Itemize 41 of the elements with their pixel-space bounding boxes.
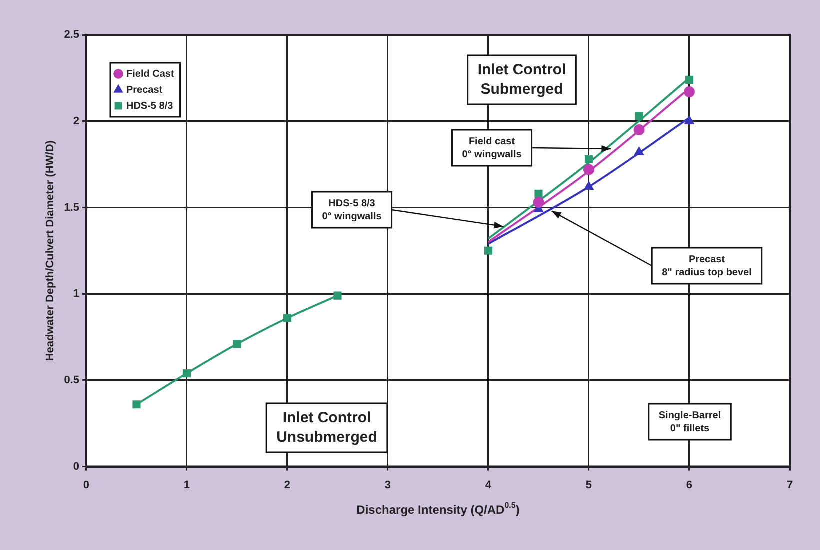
legend-label: Precast [126, 84, 164, 96]
point [334, 292, 342, 300]
point [584, 155, 594, 164]
point [484, 246, 493, 255]
y-tick-label: 1 [73, 288, 80, 300]
x-tick-label: 5 [586, 479, 592, 492]
point [635, 112, 644, 120]
annotation: Precast 8" radius top bevel [662, 254, 752, 278]
y-tick-label: 2.5 [64, 29, 80, 42]
x-tick-label: 2 [284, 479, 291, 492]
x-tick-label: 3 [384, 479, 392, 492]
point [534, 190, 543, 198]
legend-label: Field Cast [126, 68, 175, 80]
legend-label: HDS-5 8/3 [126, 100, 174, 112]
point [233, 340, 242, 348]
point [634, 124, 645, 136]
x-tick-label: 0 [83, 479, 90, 492]
point [182, 369, 192, 378]
point [685, 76, 694, 84]
annotation: Field cast 0° wingwalls [462, 136, 522, 160]
y-axis-title: Headwater Depth/Culvert Diameter (HW/D) [44, 140, 57, 362]
y-tick-label: 1.5 [64, 202, 80, 214]
point [684, 116, 694, 124]
y-tick-label: 0 [73, 460, 80, 473]
x-tick-label: 7 [786, 479, 794, 492]
point [132, 400, 141, 409]
x-tick-label: 6 [686, 479, 693, 492]
point [583, 164, 594, 176]
x-tick-label: 1 [184, 479, 190, 492]
point [634, 146, 644, 156]
y-tick-label: 2 [73, 115, 80, 128]
annotation: Inlet Control Submerged [478, 61, 566, 98]
point [584, 181, 594, 190]
x-tick-label: 4 [485, 479, 492, 492]
point [684, 86, 695, 98]
y-tick-label: 0.5 [64, 374, 80, 386]
annotation: Single-Barrel 0" fillets [658, 410, 722, 434]
annotation: HDS-5 8/3 0° wingwalls [322, 198, 382, 222]
annotation: Inlet Control Unsubmerged [276, 409, 378, 446]
point [283, 314, 292, 322]
point [533, 197, 544, 208]
